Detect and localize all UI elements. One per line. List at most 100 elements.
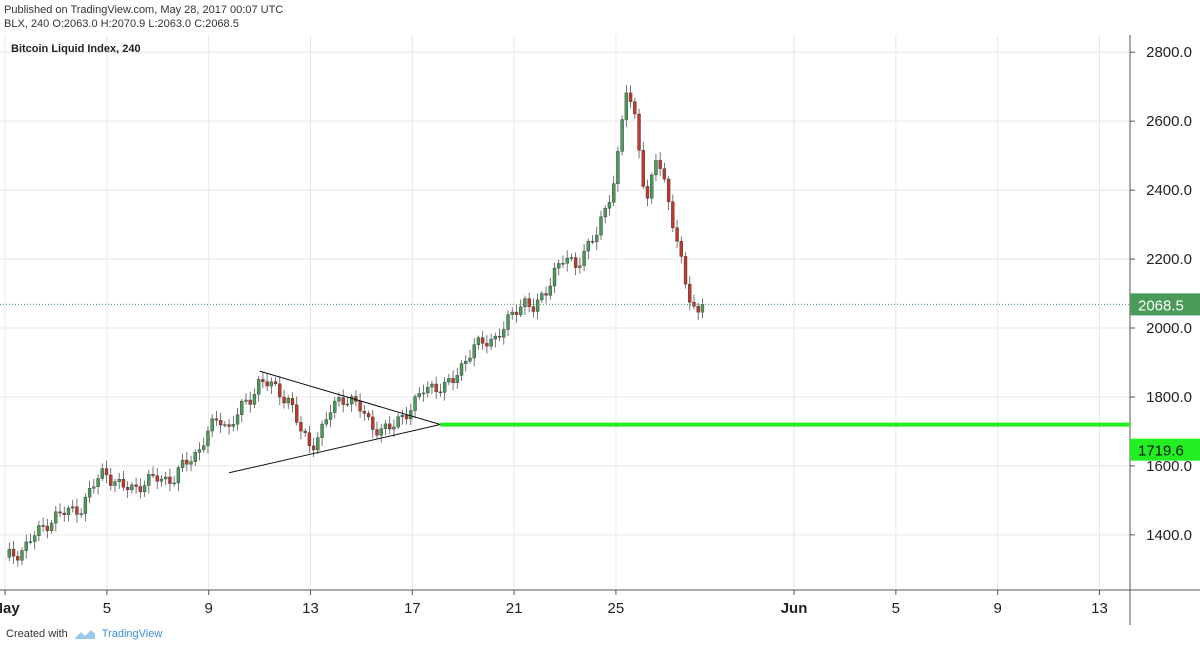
y-tick-label: 1800.0 xyxy=(1146,389,1192,406)
candle-down xyxy=(404,414,409,420)
candle-up xyxy=(316,437,320,451)
candle-up xyxy=(24,541,28,551)
candle-up xyxy=(489,338,493,347)
candle-up xyxy=(612,183,616,203)
candle-up xyxy=(468,357,472,362)
x-tick-label: 9 xyxy=(205,600,213,617)
chart-title: Bitcoin Liquid Index, 240 xyxy=(11,43,141,55)
candle-down xyxy=(485,343,489,347)
candle-up xyxy=(442,381,447,393)
candle-down xyxy=(362,410,367,414)
candle-up xyxy=(113,481,117,486)
candle-down xyxy=(125,487,130,491)
candle-up xyxy=(130,484,134,491)
candle-up xyxy=(426,386,430,394)
candle-down xyxy=(480,337,485,344)
candle-up xyxy=(586,241,591,252)
candle-up xyxy=(256,379,261,395)
candle-up xyxy=(349,396,354,405)
candle-down xyxy=(451,378,455,383)
created-with-label: Created with xyxy=(6,628,68,640)
last-price-tag xyxy=(1130,293,1200,316)
candle-down xyxy=(438,391,443,394)
candle-down xyxy=(41,525,45,527)
candle-up xyxy=(37,525,41,536)
candle-up xyxy=(599,216,603,236)
candle-up xyxy=(578,265,582,268)
candle-up xyxy=(83,496,88,514)
candle-up xyxy=(193,452,197,462)
candle-down xyxy=(121,478,126,488)
candle-down xyxy=(683,256,688,285)
candle-down xyxy=(75,506,79,515)
candle-up xyxy=(28,541,33,543)
candle-up xyxy=(455,375,459,383)
x-tick-label: 5 xyxy=(103,600,111,617)
candle-down xyxy=(375,429,379,436)
candle-up xyxy=(345,403,350,406)
candle-up xyxy=(472,344,476,359)
y-tick-label: 2400.0 xyxy=(1146,182,1192,199)
candle-down xyxy=(138,486,143,493)
candle-up xyxy=(464,360,468,364)
candle-up xyxy=(616,151,620,184)
candle-down xyxy=(290,398,295,406)
triangle-upper-line xyxy=(259,370,441,426)
candle-down xyxy=(155,475,159,482)
tradingview-brand[interactable]: TradingView xyxy=(101,628,163,640)
candle-up xyxy=(493,335,498,340)
candle-down xyxy=(688,283,692,303)
candle-down xyxy=(261,379,265,382)
x-tick-label: 13 xyxy=(302,600,319,617)
candle-up xyxy=(421,392,426,395)
candle-up xyxy=(624,92,629,120)
y-tick-label: 1400.0 xyxy=(1146,527,1192,544)
candle-down xyxy=(227,424,231,427)
candle-up xyxy=(164,476,168,480)
candle-down xyxy=(45,525,50,531)
candle-up xyxy=(189,461,193,465)
candle-up xyxy=(523,298,527,308)
candlestick-chart[interactable]: 1719.6 2068.5 1400.0 1600.0 1800.0 2000.0 220… xyxy=(0,35,1200,625)
candle-down xyxy=(671,201,675,228)
candle-up xyxy=(540,293,544,301)
candle-up xyxy=(552,267,557,287)
candle-up xyxy=(7,548,11,558)
candle-down xyxy=(303,430,307,433)
candle-up xyxy=(92,486,96,489)
candle-up xyxy=(337,397,341,402)
candle-up xyxy=(409,410,413,420)
triangle-lower-line xyxy=(228,424,441,474)
candle-up xyxy=(650,174,654,199)
candle-up xyxy=(244,399,248,402)
candle-down xyxy=(641,150,645,187)
published-info: Published on TradingView.com, May 28, 20… xyxy=(4,4,284,16)
candle-down xyxy=(590,241,595,243)
x-tick-label: 9 xyxy=(993,600,1001,617)
candle-down xyxy=(273,381,278,385)
candle-up xyxy=(210,418,214,432)
candle-down xyxy=(628,92,633,102)
candle-up xyxy=(700,304,705,313)
candle-up xyxy=(180,459,185,468)
candle-down xyxy=(696,306,700,313)
candle-up xyxy=(595,234,599,243)
candle-up xyxy=(447,378,451,383)
y-tick-label: 2600.0 xyxy=(1146,113,1192,130)
candle-down xyxy=(388,423,392,430)
plot-area[interactable] xyxy=(0,35,1130,590)
candles xyxy=(7,85,705,567)
candle-up xyxy=(79,513,83,515)
chart-frame[interactable]: 1719.6 2068.5 1400.0 1600.0 1800.0 2000.0 220… xyxy=(0,35,1200,649)
y-tick-label: 1600.0 xyxy=(1146,458,1192,475)
candle-up xyxy=(32,535,37,542)
candle-down xyxy=(134,484,138,487)
ohlc-readout: BLX, 240 O:2063.0 H:2070.9 L:2063.0 C:20… xyxy=(4,18,239,30)
candle-up xyxy=(502,329,506,338)
candle-up xyxy=(603,208,607,218)
grid xyxy=(0,35,1130,590)
candle-down xyxy=(366,413,371,418)
y-tick-label: 2200.0 xyxy=(1146,251,1192,268)
y-axis-ticks: 1400.0 1600.0 1800.0 2000.0 2200.0 2400.0 2600… xyxy=(1130,44,1192,544)
candle-down xyxy=(658,160,662,169)
